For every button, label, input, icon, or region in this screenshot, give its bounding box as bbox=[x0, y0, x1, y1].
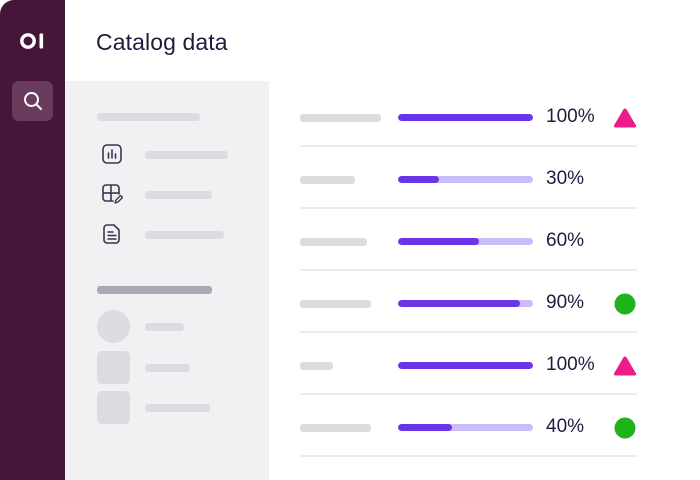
search-icon bbox=[23, 92, 42, 110]
section-heading-placeholder bbox=[97, 286, 212, 294]
table-row[interactable]: 30% bbox=[300, 147, 637, 209]
list-item-label-placeholder bbox=[145, 323, 184, 331]
progress-fill bbox=[398, 176, 439, 183]
status-empty bbox=[613, 169, 637, 191]
percent-value: 30% bbox=[546, 168, 585, 189]
list-item-label-placeholder bbox=[145, 364, 190, 372]
table-row[interactable]: 40% bbox=[300, 395, 637, 457]
section-heading-placeholder bbox=[97, 113, 200, 121]
progress-fill bbox=[398, 362, 533, 369]
progress-bar bbox=[398, 300, 533, 307]
percent-value: 90% bbox=[546, 292, 585, 313]
sidebar-item-label-placeholder bbox=[145, 231, 224, 239]
avatar-placeholder bbox=[97, 310, 130, 343]
sidebar-item-tables[interactable] bbox=[101, 183, 251, 207]
progress-fill bbox=[398, 424, 452, 431]
warning-triangle-icon bbox=[613, 356, 637, 376]
list-item-label-placeholder bbox=[145, 404, 210, 412]
progress-fill bbox=[398, 238, 479, 245]
page-title: Catalog data bbox=[96, 29, 228, 55]
left-rail bbox=[0, 0, 65, 480]
sidebar-item-label-placeholder bbox=[145, 191, 212, 199]
table-edit-icon bbox=[102, 184, 123, 204]
progress-bar bbox=[398, 114, 533, 121]
sidebar-item-charts[interactable] bbox=[101, 143, 251, 167]
row-label-placeholder bbox=[300, 176, 355, 184]
status-empty bbox=[613, 231, 637, 253]
warning-triangle-icon bbox=[613, 108, 637, 128]
table-row[interactable]: 100% bbox=[300, 85, 637, 147]
row-label-placeholder bbox=[300, 114, 381, 122]
progress-fill bbox=[398, 300, 520, 307]
progress-fill bbox=[398, 114, 533, 121]
progress-bar bbox=[398, 424, 533, 431]
thumbnail-placeholder bbox=[97, 391, 130, 424]
search-button[interactable] bbox=[12, 81, 53, 121]
table-row[interactable]: 60% bbox=[300, 209, 637, 271]
row-label-placeholder bbox=[300, 238, 367, 246]
document-icon bbox=[103, 224, 120, 244]
percent-value: 40% bbox=[546, 416, 585, 437]
ok-circle-icon bbox=[614, 417, 636, 439]
progress-bar bbox=[398, 176, 533, 183]
progress-bar bbox=[398, 362, 533, 369]
percent-value: 100% bbox=[546, 106, 595, 127]
thumbnail-placeholder bbox=[97, 351, 130, 384]
row-label-placeholder bbox=[300, 362, 333, 370]
ok-circle-icon bbox=[614, 293, 636, 315]
percent-value: 60% bbox=[546, 230, 585, 251]
row-label-placeholder bbox=[300, 300, 371, 308]
row-label-placeholder bbox=[300, 424, 371, 432]
sidebar-panel bbox=[65, 81, 269, 480]
sidebar-item-documents[interactable] bbox=[101, 223, 251, 247]
sidebar-item-label-placeholder bbox=[145, 151, 228, 159]
percent-value: 100% bbox=[546, 354, 595, 375]
logo-icon bbox=[20, 33, 44, 49]
table-row[interactable]: 100% bbox=[300, 333, 637, 395]
chart-icon bbox=[102, 144, 122, 164]
table-row[interactable]: 90% bbox=[300, 271, 637, 333]
progress-bar bbox=[398, 238, 533, 245]
